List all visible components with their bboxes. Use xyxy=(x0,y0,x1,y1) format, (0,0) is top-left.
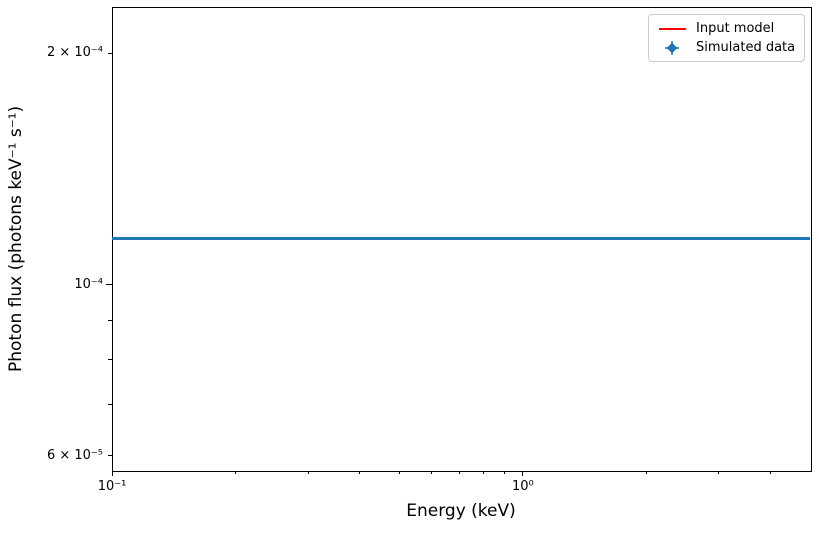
y-tick-label: 6 × 10⁻⁵ xyxy=(46,447,103,463)
simulated-data-marker-swatch xyxy=(655,40,689,56)
x-minor-tick xyxy=(358,471,360,474)
legend: Input model Simulated data xyxy=(648,14,805,62)
y-minor-tick xyxy=(108,403,112,405)
diamond-errorbar-icon xyxy=(665,40,679,55)
x-axis-label: Energy (keV) xyxy=(406,501,516,521)
y-axis-label: Photon flux (photons keV⁻¹ s⁻¹) xyxy=(6,105,26,372)
legend-entry-simulated-data: Simulated data xyxy=(655,39,796,56)
y-labeled-minor-tick xyxy=(108,455,112,457)
y-major-tick xyxy=(106,284,112,286)
y-tick-label: 10⁻⁴ xyxy=(74,276,103,292)
y-minor-tick xyxy=(108,359,112,361)
x-tick-label: 10⁰ xyxy=(511,479,534,494)
legend-entry-input-model: Input model xyxy=(655,20,796,37)
x-minor-tick xyxy=(718,471,720,474)
x-minor-tick xyxy=(482,471,484,474)
x-major-tick xyxy=(111,471,113,476)
y-minor-tick xyxy=(108,319,112,321)
x-minor-tick xyxy=(769,471,771,474)
x-minor-tick xyxy=(398,471,400,474)
legend-label-simulated-data: Simulated data xyxy=(696,40,796,55)
x-major-tick xyxy=(522,471,524,476)
red-line-icon xyxy=(658,27,686,30)
y-labeled-minor-tick xyxy=(108,52,112,54)
x-minor-tick xyxy=(235,471,237,474)
simulated-data-line xyxy=(112,236,810,240)
x-minor-tick xyxy=(458,471,460,474)
y-tick-label: 2 × 10⁻⁴ xyxy=(46,45,103,61)
input-model-line-swatch xyxy=(655,27,689,30)
legend-label-input-model: Input model xyxy=(696,21,775,36)
x-minor-tick xyxy=(431,471,433,474)
x-minor-tick xyxy=(503,471,505,474)
x-minor-tick xyxy=(307,471,309,474)
x-minor-tick xyxy=(646,471,647,474)
x-tick-label: 10⁻¹ xyxy=(97,479,127,494)
